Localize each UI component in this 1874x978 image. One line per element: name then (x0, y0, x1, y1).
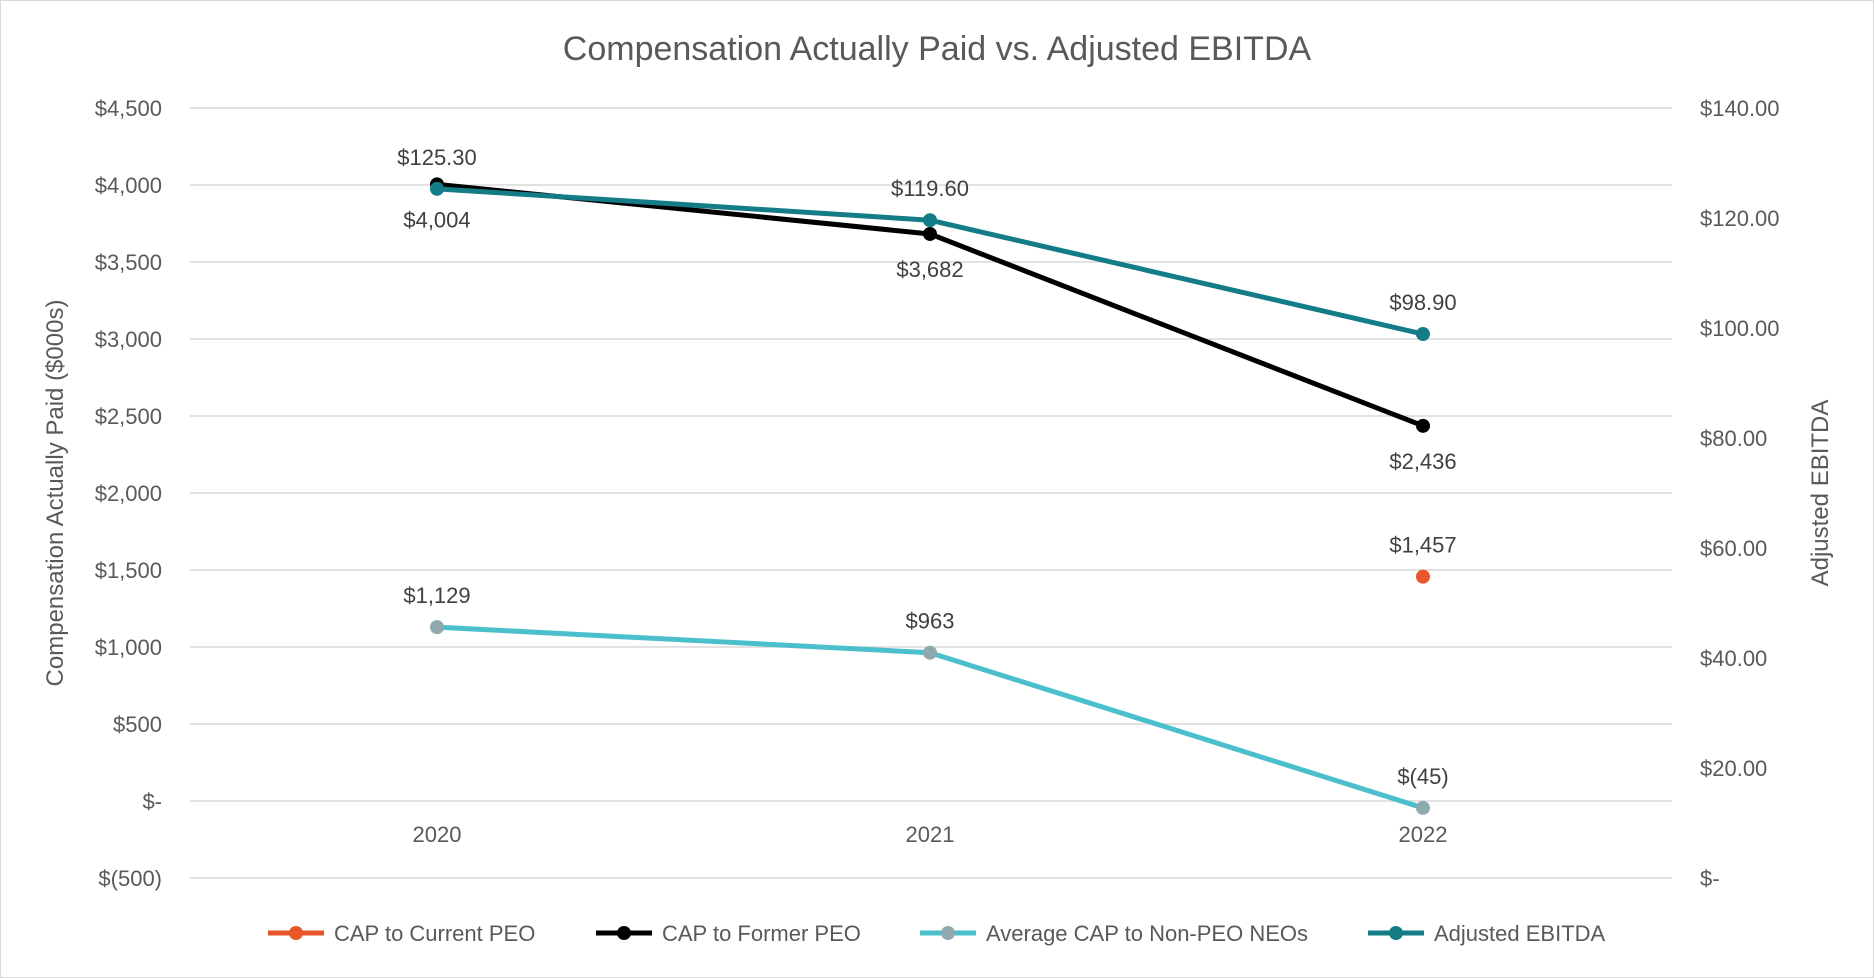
y-tick-label: $4,000 (95, 173, 162, 198)
y-tick-label: $3,500 (95, 250, 162, 275)
cap-to-former-peo-point (923, 226, 937, 241)
y-tick-label: $1,000 (95, 635, 162, 660)
y-tick-label: $4,500 (95, 96, 162, 121)
y2-tick-label: $120.00 (1700, 206, 1780, 231)
average-cap-to-non-peo-neos-point (923, 645, 937, 660)
y-tick-label: $1,500 (95, 558, 162, 583)
average-cap-to-non-peo-neos-data-label: $(45) (1397, 764, 1448, 789)
x-tick-label: 2022 (1399, 822, 1448, 847)
cap-to-former-peo-data-label: $4,004 (403, 207, 470, 232)
cap-to-current-peo-legend-marker (289, 926, 303, 940)
y-tick-label: $- (142, 789, 162, 814)
y-tick-label: $3,000 (95, 327, 162, 352)
average-cap-to-non-peo-neos-legend-marker (941, 926, 955, 940)
y-tick-label: $500 (113, 712, 162, 737)
legend: CAP to Current PEO CAP to Former PEO Avera… (268, 921, 1606, 946)
left-axis-ticks: $4,500 $4,000 $3,500 $3,000 $2,500 $2,000 $1,5… (95, 96, 162, 891)
cap-to-former-peo-legend-label: CAP to Former PEO (662, 921, 861, 946)
y-tick-label: $2,000 (95, 481, 162, 506)
y2-tick-label: $80.00 (1700, 426, 1767, 451)
y2-tick-label: $60.00 (1700, 536, 1767, 561)
y2-tick-label: $- (1700, 866, 1720, 891)
cap-to-former-peo-legend-marker (617, 926, 631, 940)
cap-to-current-peo-point (1416, 569, 1430, 584)
y-tick-label: $2,500 (95, 404, 162, 429)
average-cap-to-non-peo-neos-data-label: $1,129 (403, 583, 470, 608)
adjusted-ebitda-legend-marker (1389, 926, 1403, 940)
adjusted-ebitda-data-label: $125.30 (397, 145, 477, 170)
average-cap-to-non-peo-neos-data-label: $963 (906, 609, 955, 634)
cap-to-former-peo-data-label: $2,436 (1389, 449, 1456, 474)
cap-to-current-peo-legend-label: CAP to Current PEO (334, 921, 535, 946)
right-axis-ticks: $140.00 $120.00 $100.00 $80.00 $60.00 $40.00 $… (1700, 96, 1780, 891)
x-axis-ticks: 2020 2021 2022 (413, 822, 1448, 847)
cap-to-former-peo-data-label: $3,682 (896, 257, 963, 282)
y2-tick-label: $20.00 (1700, 756, 1767, 781)
x-tick-label: 2020 (413, 822, 462, 847)
average-cap-to-non-peo-neos-legend-label: Average CAP to Non-PEO NEOs (986, 921, 1308, 946)
y2-tick-label: $100.00 (1700, 316, 1780, 341)
adjusted-ebitda-point (923, 213, 937, 228)
average-cap-to-non-peo-neos-point (430, 620, 444, 635)
adjusted-ebitda-point (1416, 327, 1430, 342)
adjusted-ebitda-point (430, 181, 444, 196)
left-axis-title: Compensation Actually Paid ($000s) (42, 300, 69, 687)
cap-to-former-peo-point (1416, 418, 1430, 433)
adjusted-ebitda-legend-label: Adjusted EBITDA (1434, 921, 1606, 946)
average-cap-to-non-peo-neos-point (1416, 800, 1430, 815)
y-tick-label: $(500) (98, 866, 162, 891)
adjusted-ebitda-data-label: $98.90 (1389, 290, 1456, 315)
series-layer (430, 177, 1430, 815)
chart-title: Compensation Actually Paid vs. Adjusted … (563, 30, 1312, 68)
y2-tick-label: $140.00 (1700, 96, 1780, 121)
data-labels: $1,457 $4,004 $3,682 $2,436 $1,129 $963 $(45) $… (397, 145, 1456, 789)
right-axis-title: Adjusted EBITDA (1807, 400, 1834, 587)
adjusted-ebitda-data-label: $119.60 (891, 176, 969, 201)
y2-tick-label: $40.00 (1700, 646, 1767, 671)
cap-to-current-peo-data-label: $1,457 (1389, 533, 1456, 558)
x-tick-label: 2021 (906, 822, 955, 847)
